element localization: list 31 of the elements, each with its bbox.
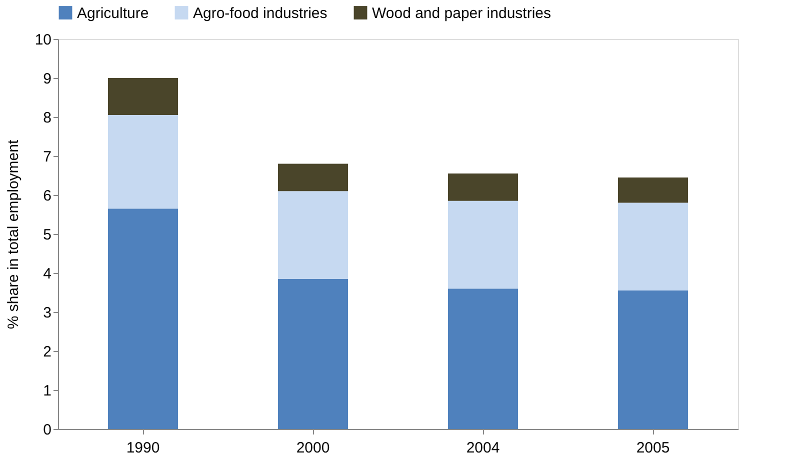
y-tick-label: 6 [43,188,52,204]
bar [108,115,178,209]
y-tick-label: 1 [43,382,52,400]
bar [448,174,518,201]
bar [278,278,348,429]
y-tick-label: 4 [43,266,52,282]
legend-label: Agriculture [77,4,149,22]
bar [448,288,518,429]
x-tick-label: 1990 [126,440,160,456]
y-tick-label: 9 [43,70,52,88]
bar [618,290,688,429]
legend-label: Agro-food industries [193,4,328,22]
bar [278,191,348,279]
bar [108,208,178,429]
legend-label: Wood and paper industries [372,4,552,22]
x-tick-label: 2005 [636,440,670,456]
bar [108,78,178,116]
x-tick-label: 2004 [466,440,500,456]
x-tick-label: 2000 [296,440,330,456]
y-tick-label: 5 [43,226,52,244]
y-tick-label: 7 [43,148,52,166]
y-tick-label: 10 [34,32,52,48]
bar [618,202,688,291]
y-tick-label: 8 [43,110,52,126]
y-tick-label: 3 [43,304,52,322]
y-axis-title: % share in total employment [4,139,22,330]
y-tick-label: 2 [43,344,52,360]
bar [448,200,518,289]
bar [278,164,348,192]
bar [618,177,688,203]
y-tick-label: 0 [43,422,52,438]
